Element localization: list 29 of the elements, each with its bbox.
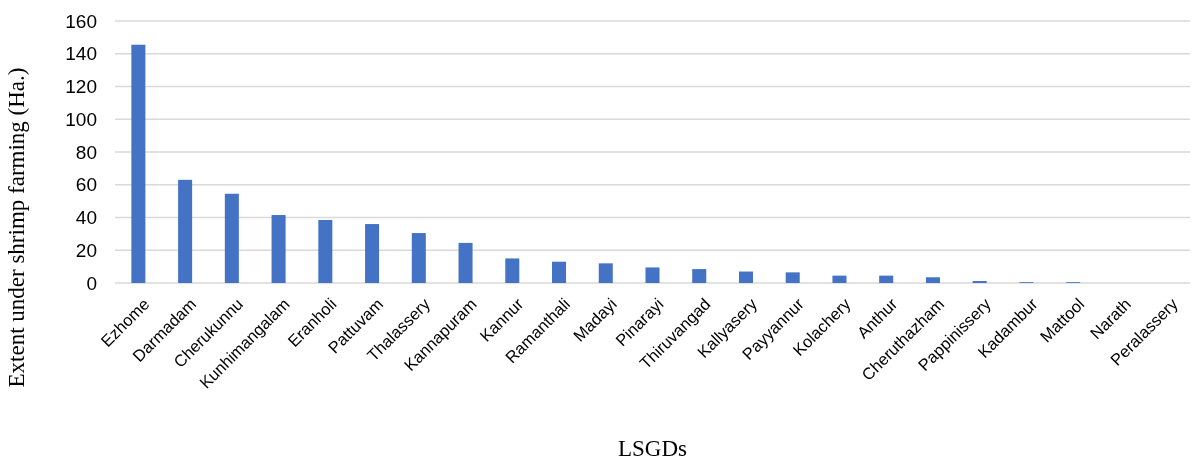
bar bbox=[131, 44, 146, 283]
bar bbox=[178, 179, 193, 283]
bar bbox=[785, 272, 800, 283]
y-axis-title: Extent under shrimp farming (Ha.) bbox=[4, 67, 29, 388]
y-tick-label: 40 bbox=[75, 207, 97, 229]
bar bbox=[411, 233, 426, 283]
y-tick-label: 120 bbox=[65, 76, 97, 98]
y-tick-label: 60 bbox=[75, 174, 97, 196]
y-tick-label: 20 bbox=[75, 239, 97, 261]
bar bbox=[271, 215, 286, 283]
bar bbox=[552, 261, 567, 283]
bar bbox=[318, 219, 333, 283]
bar bbox=[598, 263, 613, 283]
bar bbox=[738, 271, 753, 283]
y-tick-label: 160 bbox=[65, 10, 97, 32]
bar bbox=[832, 275, 847, 283]
bar bbox=[458, 242, 473, 283]
bar bbox=[925, 277, 940, 283]
y-tick-label: 0 bbox=[86, 272, 97, 294]
bar bbox=[224, 193, 239, 283]
y-tick-label: 140 bbox=[65, 43, 97, 65]
bar bbox=[505, 258, 520, 283]
bar bbox=[645, 267, 660, 283]
y-tick-label: 80 bbox=[75, 141, 97, 163]
bar bbox=[879, 275, 894, 283]
x-axis-title: LSGDs bbox=[617, 436, 688, 461]
bar bbox=[692, 269, 707, 283]
bar bbox=[365, 224, 380, 283]
y-tick-label: 100 bbox=[65, 108, 97, 130]
